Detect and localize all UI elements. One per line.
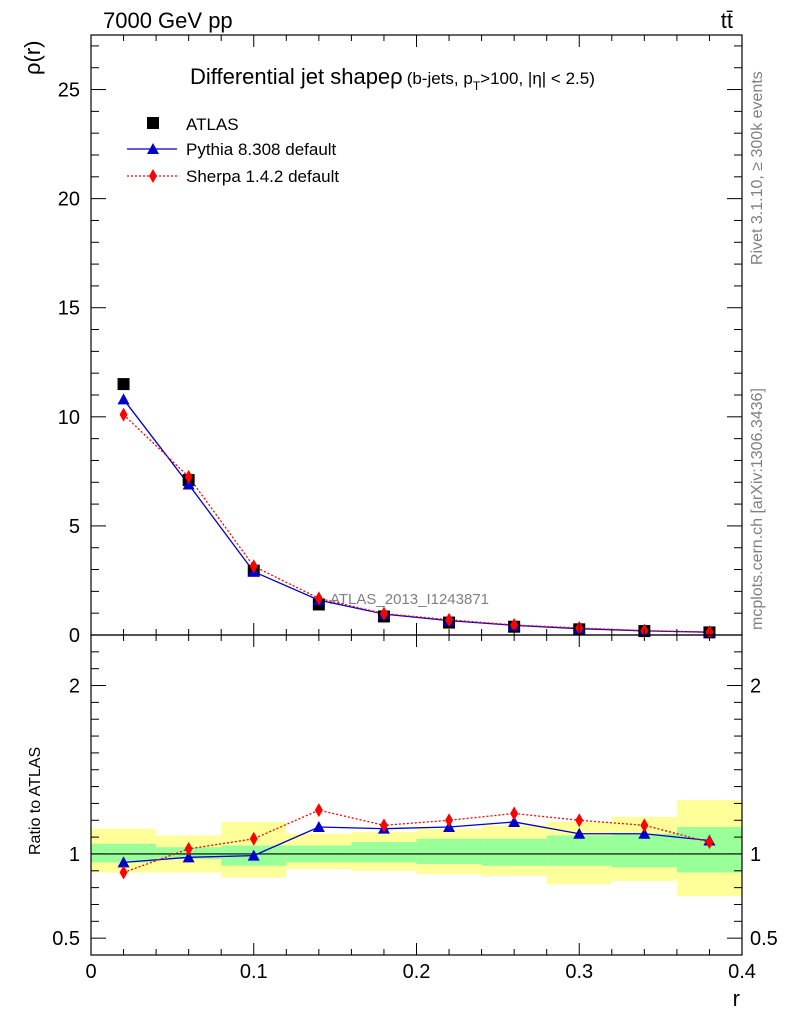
legend-label-pythia: Pythia 8.308 default: [186, 140, 337, 159]
point-main-1: [182, 478, 195, 490]
legend-label-atlas: ATLAS: [186, 115, 239, 134]
point-ratio-1: [640, 818, 649, 833]
point-ratio-1: [705, 835, 714, 850]
series-line-ratio-0: [123, 821, 710, 864]
series-line-ratio-1: [123, 809, 710, 874]
y-tick-label-ratio-left: 1: [69, 844, 80, 866]
y-tick-label-main: 10: [58, 407, 80, 429]
process-label: tt̄: [721, 8, 733, 33]
y-tick-label-ratio-left: 2: [69, 676, 80, 698]
point-ratio-1: [184, 841, 193, 856]
x-tick-label: 0: [85, 961, 96, 983]
point-main-2: [445, 612, 454, 627]
mcplots-label: mcplots.cern.ch [arXiv:1306.3436]: [749, 388, 766, 630]
point-ratio-1: [314, 803, 323, 818]
y-tick-label-main-zero: 0: [69, 625, 80, 647]
y-tick-label-main: 5: [69, 516, 80, 538]
y-tick-label-main: 15: [58, 298, 80, 320]
point-main-2: [314, 591, 323, 606]
legend: ATLAS Pythia 8.308 default Sherpa 1.4.2 …: [127, 115, 339, 186]
point-main-2: [249, 559, 258, 574]
point-ratio-0: [508, 815, 521, 827]
analysis-watermark: ATLAS_2013_I1243871: [330, 591, 489, 608]
band-stat: [676, 827, 742, 873]
y-tick-label-ratio-left: 0.5: [52, 928, 80, 950]
point-ratio-0: [573, 827, 586, 839]
y-tick-label-ratio-right: 1: [750, 844, 761, 866]
point-main-2: [379, 606, 388, 621]
x-tick-label: 0.1: [240, 961, 268, 983]
x-tick-label: 0.4: [728, 961, 756, 983]
point-main-0: [117, 378, 130, 391]
band-stat: [611, 833, 677, 868]
band-stat: [546, 835, 612, 866]
point-main-2: [510, 617, 519, 632]
point-main-1: [117, 393, 130, 405]
y-axis-label-main: ρ(r): [20, 41, 45, 76]
band-stat: [351, 842, 417, 863]
point-ratio-0: [182, 851, 195, 863]
legend-label-sherpa: Sherpa 1.4.2 default: [186, 167, 339, 186]
y-tick-label-ratio-right: 0.5: [750, 928, 778, 950]
point-ratio-1: [575, 813, 584, 828]
x-axis-label: r: [733, 986, 740, 1011]
legend-marker-pythia: [147, 143, 159, 154]
point-main-2: [184, 469, 193, 484]
point-ratio-0: [247, 849, 260, 861]
y-tick-label-main: 20: [58, 189, 80, 211]
point-ratio-0: [638, 827, 651, 839]
y-axis-label-ratio: Ratio to ATLAS: [27, 747, 44, 855]
energy-label: 7000 GeV pp: [103, 8, 233, 33]
band-stat: [481, 838, 547, 866]
x-tick-label: 0.3: [565, 961, 593, 983]
chart-title: Differential jet shapeρ (b-jets, pT>100, …: [190, 64, 595, 93]
x-tick-label: 0.2: [403, 961, 431, 983]
point-ratio-0: [312, 821, 325, 832]
legend-marker-atlas: [147, 117, 159, 129]
legend-marker-sherpa: [149, 169, 157, 183]
point-ratio-1: [249, 831, 258, 846]
y-tick-label-main: 25: [58, 80, 80, 102]
band-stat: [91, 843, 157, 863]
y-tick-label-ratio-right: 2: [750, 676, 761, 698]
point-ratio-1: [510, 806, 519, 821]
point-ratio-1: [445, 813, 454, 828]
rivet-label: Rivet 3.1.10, ≥ 300k events: [749, 71, 766, 265]
point-ratio-0: [117, 856, 130, 868]
point-ratio-1: [119, 865, 128, 880]
ratio-plot-frame: [90, 634, 743, 956]
point-ratio-1: [379, 818, 388, 833]
band-stat: [416, 838, 482, 865]
point-main-2: [119, 407, 128, 422]
